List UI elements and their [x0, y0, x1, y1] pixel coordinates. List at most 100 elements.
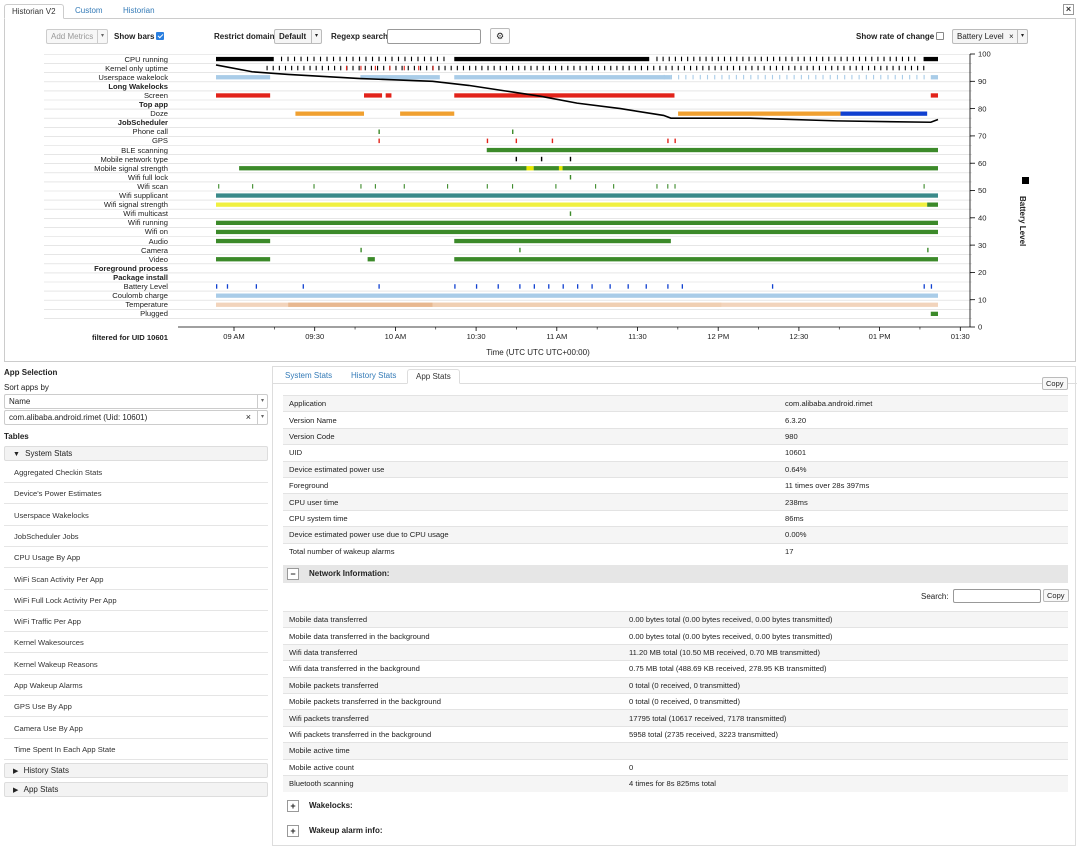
- chart-bar-segment: [216, 202, 928, 207]
- event-mark: [486, 138, 489, 144]
- expand-icon[interactable]: +: [287, 825, 299, 837]
- remove-tag-icon[interactable]: ×: [1008, 32, 1014, 41]
- chart-row-label: Coulomb charge: [112, 291, 168, 301]
- wakelocks-section-header[interactable]: + Wakelocks:: [283, 798, 353, 814]
- stats-tab-bar: System Stats History Stats App Stats: [273, 367, 1077, 384]
- copy-button[interactable]: Copy: [1043, 589, 1069, 602]
- show-rate-label: Show rate of change: [856, 32, 935, 41]
- chart-tick-mark: [720, 65, 722, 71]
- chart-tick-mark: [284, 65, 287, 71]
- system-stats-item[interactable]: Time Spent In Each App State: [4, 739, 268, 760]
- sort-select[interactable]: Name ▾: [4, 394, 268, 409]
- battery-level-mark: [627, 284, 629, 289]
- chart-tick-mark: [266, 65, 268, 71]
- chart-tick-mark: [659, 65, 661, 71]
- event-mark: [551, 138, 554, 144]
- chart-tick-mark: [610, 65, 612, 71]
- system-stats-item[interactable]: Userspace Wakelocks: [4, 505, 268, 526]
- chart-tick-mark: [736, 56, 738, 62]
- battery-level-mark: [533, 284, 535, 289]
- y2-tick-label: 0: [978, 323, 982, 332]
- regexp-search-input[interactable]: [387, 29, 481, 44]
- chart-bar-segment: [562, 166, 938, 171]
- chart-row-label: Wifi running: [127, 218, 168, 228]
- chart-tick-mark: [844, 74, 846, 80]
- chart-tick-mark: [332, 56, 335, 62]
- tab-historian-v2[interactable]: Historian V2: [4, 4, 64, 19]
- app-select[interactable]: com.alibaba.android.rimet (Uid: 10601) ×…: [4, 410, 268, 425]
- close-icon[interactable]: ×: [1063, 4, 1074, 15]
- system-stats-item[interactable]: WiFi Scan Activity Per App: [4, 569, 268, 590]
- tab-custom[interactable]: Custom: [75, 6, 103, 15]
- tab-system-stats[interactable]: System Stats: [285, 371, 333, 380]
- x-tick-label: 09 AM: [223, 332, 245, 341]
- battery-level-mark: [548, 284, 550, 289]
- table-key-cell: UID: [283, 444, 779, 462]
- system-stats-item[interactable]: Camera Use By App: [4, 718, 268, 739]
- wakeup-section-header[interactable]: + Wakeup alarm info:: [283, 823, 383, 839]
- system-stats-header[interactable]: ▼ System Stats: [4, 446, 268, 461]
- chart-tick-mark: [287, 56, 289, 62]
- chart-tick-mark: [849, 65, 851, 71]
- system-stats-item[interactable]: WiFi Traffic Per App: [4, 611, 268, 633]
- event-mark: [540, 156, 543, 162]
- event-mark: [569, 175, 572, 180]
- sort-value: Name: [9, 397, 31, 406]
- chart-tick-mark: [764, 74, 766, 80]
- search-input[interactable]: [953, 589, 1041, 603]
- chart-tick-mark: [901, 74, 903, 80]
- chart-tick-mark: [426, 65, 428, 71]
- chart-row-label: Package install: [113, 272, 168, 282]
- system-stats-item[interactable]: App Wakeup Alarms: [4, 675, 268, 696]
- expand-icon[interactable]: +: [287, 800, 299, 812]
- chart-tick-mark: [908, 56, 910, 62]
- show-rate-toggle[interactable]: Show rate of change: [856, 32, 945, 41]
- system-stats-item[interactable]: Kernel Wakeup Reasons: [4, 654, 268, 675]
- metric-select[interactable]: Battery Level × ▾: [952, 29, 1028, 44]
- system-stats-item[interactable]: CPU Usage By App: [4, 547, 268, 569]
- chart-tick-mark: [766, 56, 768, 62]
- system-stats-item[interactable]: WiFi Full Lock Activity Per App: [4, 590, 268, 611]
- wifi-scan-mark: [447, 184, 449, 189]
- tab-history-stats[interactable]: History Stats: [351, 371, 397, 380]
- network-section-header[interactable]: − Network Information:: [283, 565, 1068, 583]
- show-rate-checkbox[interactable]: [936, 32, 945, 40]
- show-bars-checkbox[interactable]: [156, 32, 165, 40]
- gear-icon[interactable]: ⚙: [490, 28, 510, 44]
- table-row: UID 10601: [283, 444, 1068, 462]
- table-key-cell: Wifi data transferred: [283, 643, 623, 661]
- copy-button[interactable]: Copy: [1042, 377, 1068, 390]
- app-stats-header[interactable]: ▶ App Stats: [4, 782, 268, 797]
- chart-row-label: Audio: [148, 236, 168, 246]
- show-bars-label: Show bars: [114, 32, 155, 41]
- event-mark: [569, 211, 572, 216]
- system-stats-item[interactable]: Kernel Wakesources: [4, 632, 268, 654]
- chart-tick-mark: [732, 65, 735, 71]
- tab-historian[interactable]: Historian: [123, 6, 155, 15]
- system-stats-item[interactable]: JobScheduler Jobs: [4, 526, 268, 547]
- system-stats-item[interactable]: GPS Use By App: [4, 696, 268, 718]
- show-bars-toggle[interactable]: Show bars: [114, 32, 165, 41]
- system-stats-item[interactable]: Aggregated Checkin Stats: [4, 462, 268, 483]
- chart-tick-mark: [901, 56, 903, 62]
- domain-select[interactable]: Default ▾: [274, 29, 322, 44]
- historian-panel: [4, 19, 1076, 362]
- chart-tick-mark: [524, 65, 526, 71]
- event-mark: [667, 138, 669, 144]
- collapse-icon[interactable]: −: [287, 568, 299, 580]
- chart-row-label: Plugged: [140, 309, 168, 319]
- chart-tick-mark: [873, 74, 875, 80]
- battery-level-mark: [667, 284, 669, 289]
- add-metrics-select[interactable]: Add Metrics ▾: [46, 29, 108, 44]
- y2-tick-label: 10: [978, 295, 986, 304]
- tab-app-stats[interactable]: App Stats: [407, 369, 460, 384]
- chart-bar-segment: [216, 293, 938, 298]
- chart-tick-mark: [505, 65, 507, 71]
- chart-tick-mark: [585, 65, 587, 71]
- chart-row-label: Battery Level: [123, 282, 168, 291]
- table-key-cell: Device estimated power use due to CPU us…: [283, 526, 779, 544]
- clear-icon[interactable]: ×: [245, 412, 251, 422]
- history-stats-header[interactable]: ▶ History Stats: [4, 763, 268, 778]
- battery-level-mark: [302, 284, 304, 289]
- system-stats-item[interactable]: Device's Power Estimates: [4, 483, 268, 505]
